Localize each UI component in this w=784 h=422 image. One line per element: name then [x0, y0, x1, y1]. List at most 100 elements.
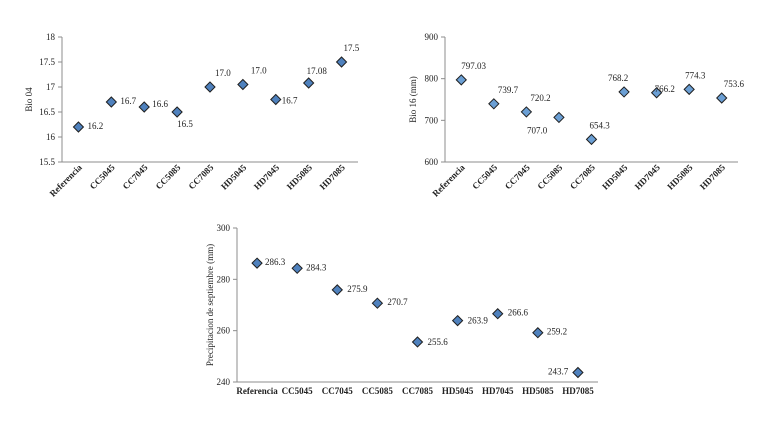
- data-label: 768.2: [608, 73, 628, 83]
- x-tick-label: CC5045: [88, 162, 117, 191]
- data-point: [371, 297, 384, 309]
- data-point: [411, 336, 424, 348]
- y-tick-label: 900: [425, 32, 439, 42]
- x-tick-label: HD5045: [600, 162, 630, 192]
- chart-3: 240 260 280 300 Precipitacion de septiembre …: [205, 223, 598, 396]
- data-point: [270, 93, 282, 106]
- data-label: 766.2: [655, 84, 675, 94]
- data-point: [572, 366, 584, 379]
- y-tick-label: 700: [425, 115, 439, 125]
- data-point: [302, 77, 315, 89]
- data-label: 270.7: [387, 297, 408, 307]
- y-tick-label: 15.5: [39, 157, 55, 167]
- data-point: [251, 257, 263, 269]
- data-point: [585, 133, 598, 146]
- data-label: 284.3: [306, 262, 327, 272]
- data-point: [650, 87, 663, 99]
- y-tick-label: 280: [217, 274, 231, 284]
- y-axis-title: Bio 16 (mm): [408, 76, 418, 123]
- y-axis-title: Bio 04: [24, 87, 34, 112]
- y-tick-label: 600: [425, 157, 439, 167]
- y-tick-label: 300: [217, 223, 231, 233]
- chart-1: 15.5 16 16.5 17 17.5 18 Bio 04 Referencia CC5045…: [24, 32, 360, 199]
- x-tick-label: HD7045: [252, 162, 282, 192]
- x-tick-label: CC5085: [535, 162, 564, 191]
- y-tick-label: 16: [46, 132, 56, 142]
- data-label: 797.03: [461, 61, 486, 71]
- data-label: 243.7: [548, 367, 569, 377]
- data-point: [683, 83, 695, 96]
- data-point: [237, 78, 249, 91]
- data-point: [138, 101, 150, 113]
- x-tick-label: Referencia: [430, 162, 467, 199]
- data-label: 654.3: [590, 120, 611, 130]
- x-tick-label: HD7045: [482, 386, 514, 396]
- data-point: [488, 98, 500, 110]
- data-point: [335, 56, 348, 68]
- x-tick-label: CC5085: [362, 386, 393, 396]
- data-point: [451, 314, 464, 327]
- x-tick-label: HD5045: [219, 162, 249, 192]
- x-tick-label: CC7045: [121, 162, 150, 191]
- data-label: 17.5: [344, 43, 360, 53]
- x-tick-label: Referencia: [48, 162, 85, 199]
- x-tick-label: CC7085: [186, 162, 215, 191]
- x-tick-label: CC7085: [568, 162, 597, 191]
- x-tick-label: CC7085: [402, 386, 433, 396]
- data-point: [105, 96, 118, 108]
- data-point: [72, 121, 85, 133]
- data-label: 266.6: [508, 308, 529, 318]
- x-tick-label: Referencia: [236, 386, 278, 396]
- x-tick-label: HD5045: [442, 386, 474, 396]
- data-label: 16.7: [282, 96, 298, 106]
- y-tick-label: 260: [217, 326, 231, 336]
- data-point: [171, 106, 183, 118]
- data-point: [618, 86, 630, 98]
- data-label: 707.0: [527, 125, 548, 135]
- data-label: 255.6: [428, 337, 449, 347]
- x-tick-label: HD5085: [665, 162, 695, 192]
- x-tick-label: CC5045: [282, 386, 313, 396]
- y-tick-label: 17: [46, 82, 56, 92]
- x-tick-label: HD7085: [318, 162, 348, 192]
- y-tick-label: 240: [217, 377, 231, 387]
- x-tick-label: CC5085: [154, 162, 183, 191]
- y-tick-label: 800: [425, 74, 439, 84]
- x-tick-label: CC5045: [470, 162, 499, 191]
- data-point: [716, 92, 728, 104]
- x-tick-label: HD7085: [562, 386, 594, 396]
- y-tick-label: 18: [46, 32, 56, 42]
- data-label: 259.2: [547, 327, 567, 337]
- data-point: [492, 308, 504, 320]
- data-point: [553, 111, 565, 124]
- data-label: 16.2: [87, 121, 103, 131]
- y-tick-label: 17.5: [39, 57, 55, 67]
- x-tick-label: HD5085: [522, 386, 554, 396]
- data-label: 17.08: [307, 66, 328, 76]
- x-tick-label: HD5085: [285, 162, 315, 192]
- data-label: 753.6: [724, 79, 745, 89]
- data-point: [204, 81, 216, 93]
- data-point: [520, 106, 533, 118]
- data-label: 263.9: [468, 316, 489, 326]
- data-point: [455, 74, 467, 86]
- data-label: 720.2: [530, 93, 550, 103]
- data-point: [291, 262, 303, 275]
- data-label: 739.7: [498, 85, 519, 95]
- x-tick-label: HD7085: [698, 162, 728, 192]
- data-point: [532, 327, 544, 339]
- x-tick-label: CC7045: [322, 386, 353, 396]
- data-label: 286.3: [265, 257, 286, 267]
- data-label: 17.0: [215, 68, 231, 78]
- data-label: 16.7: [120, 96, 136, 106]
- x-tick-label: CC7045: [503, 162, 532, 191]
- x-tick-label: HD7045: [633, 162, 663, 192]
- data-label: 16.5: [177, 119, 193, 129]
- data-label: 774.3: [685, 70, 706, 80]
- data-point: [331, 284, 343, 296]
- data-label: 16.6: [152, 99, 168, 109]
- y-tick-label: 16.5: [39, 107, 55, 117]
- data-label: 17.0: [251, 66, 267, 76]
